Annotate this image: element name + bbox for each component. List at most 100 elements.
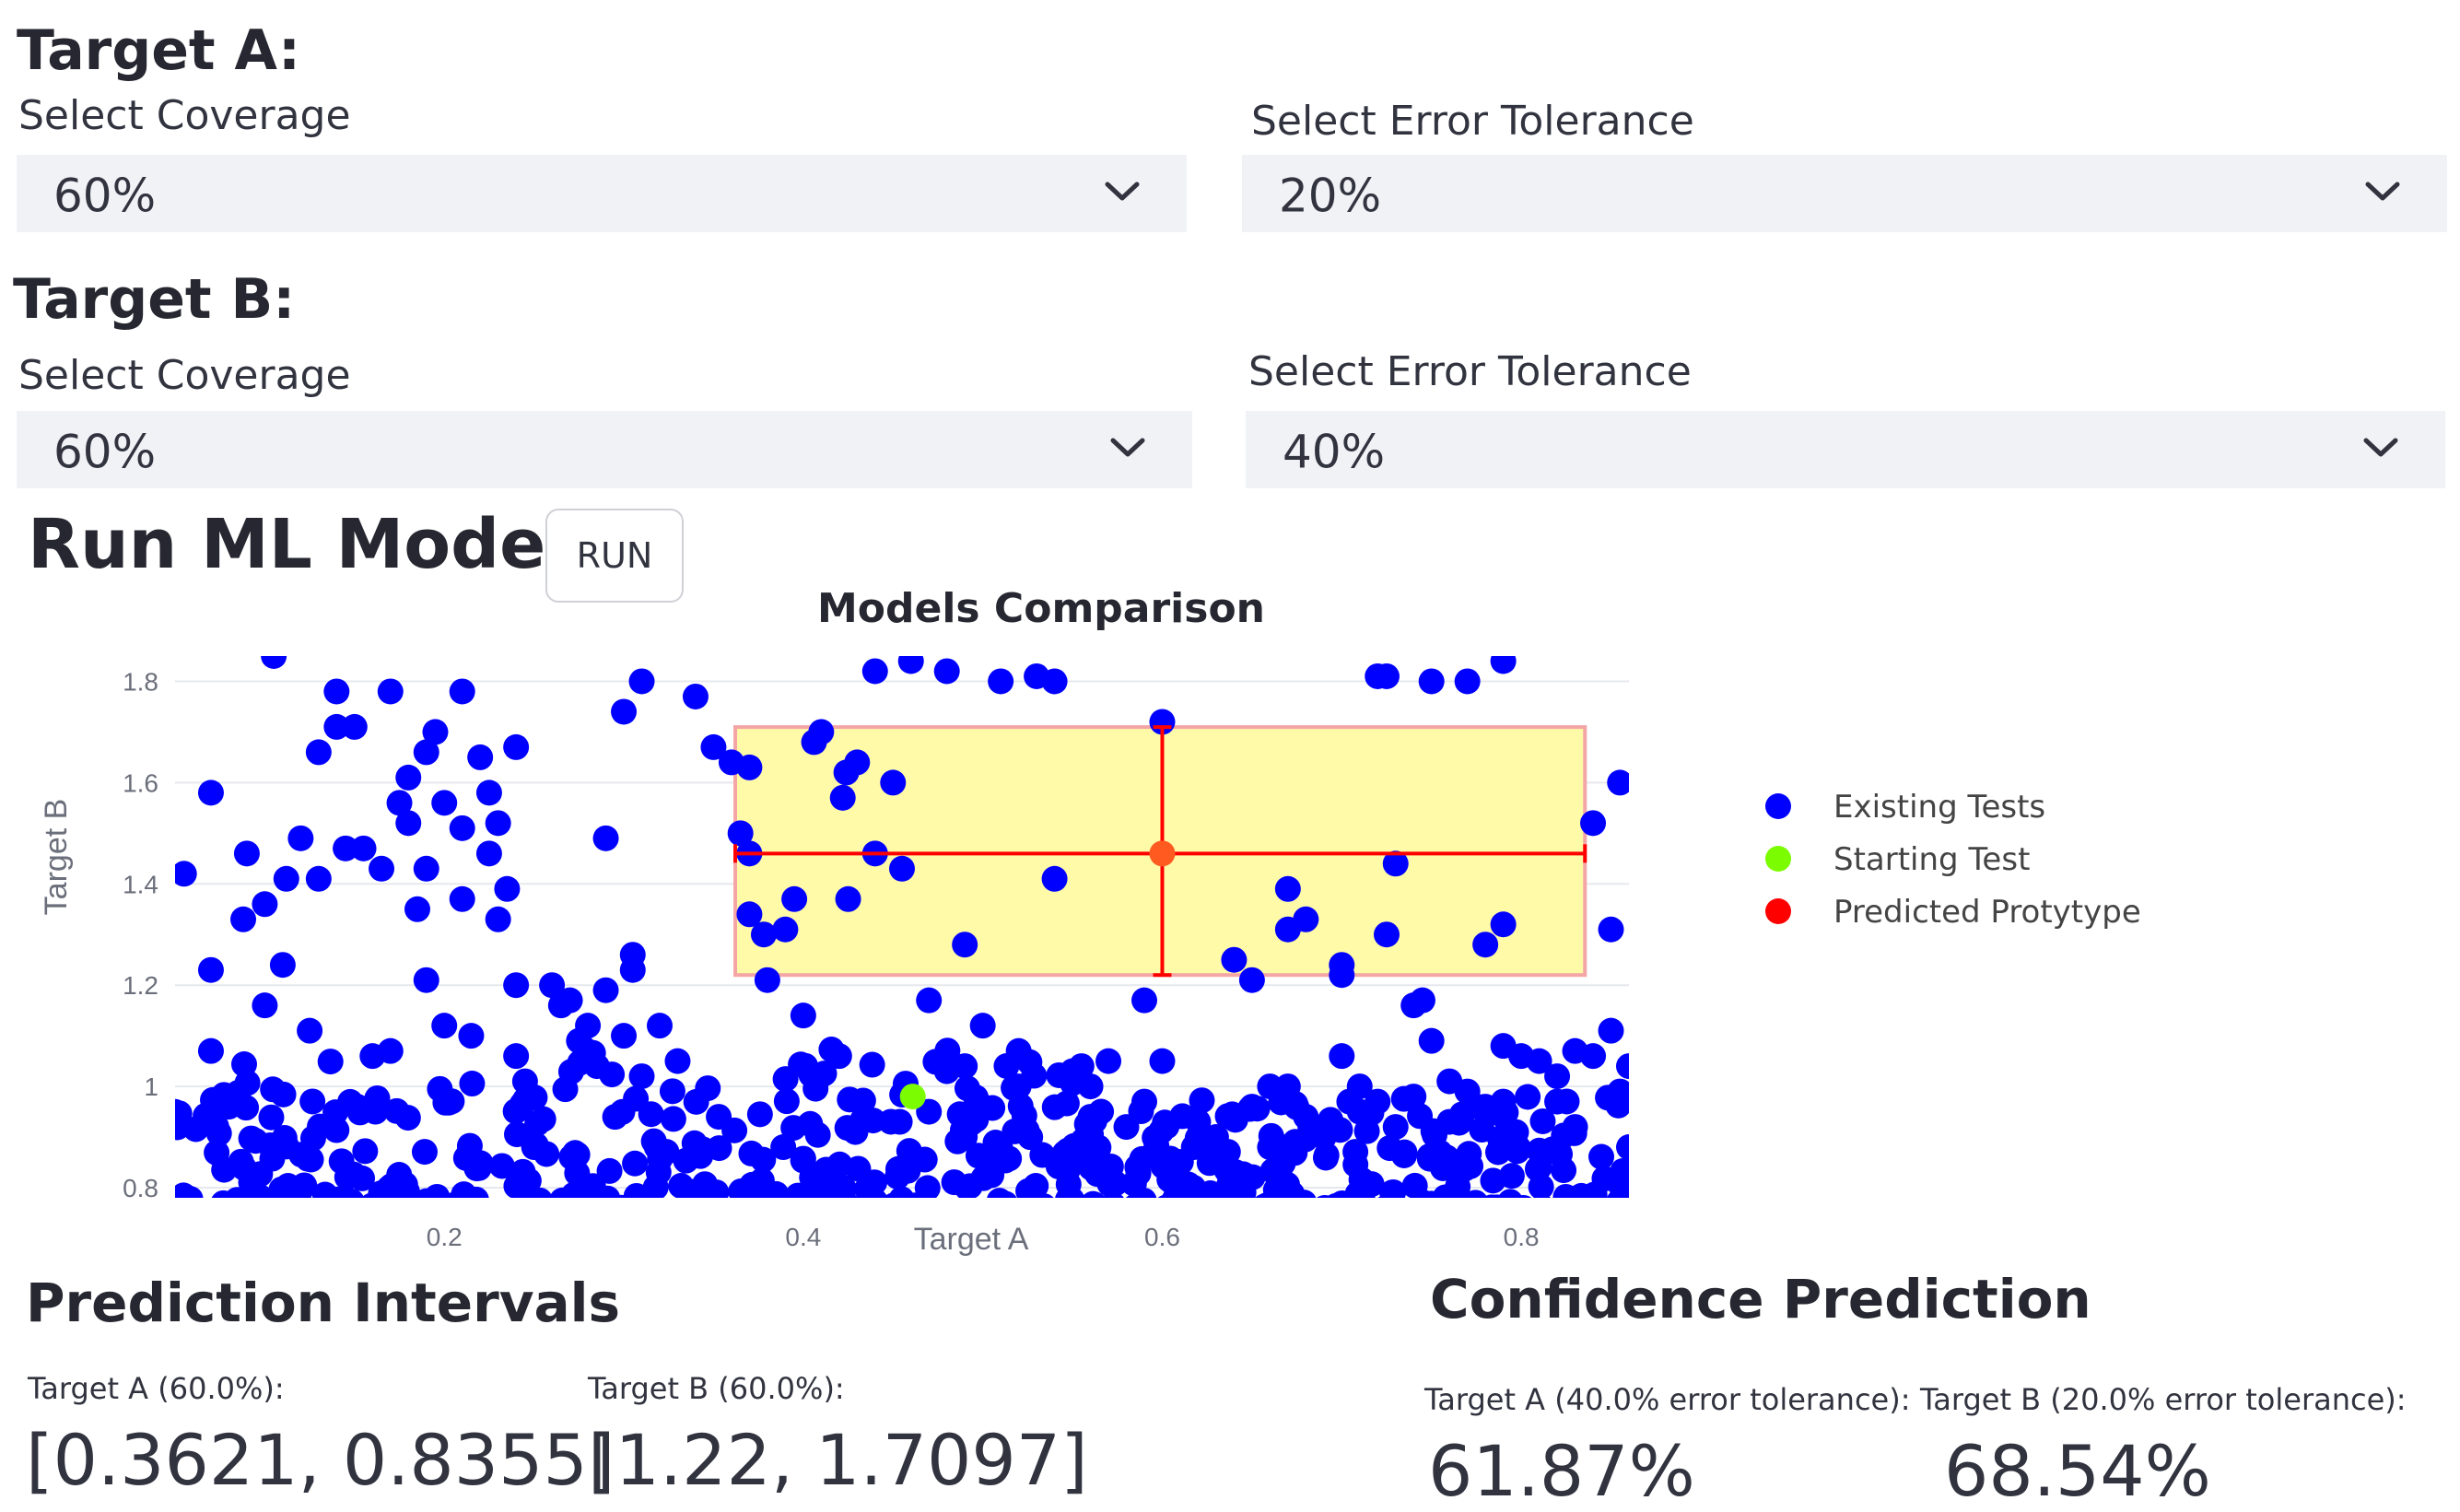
existing-test-point: [988, 668, 1014, 695]
existing-test-point: [422, 719, 449, 745]
existing-test-point: [1497, 1189, 1523, 1198]
existing-test-point: [287, 825, 314, 851]
existing-test-point: [1185, 1108, 1212, 1135]
existing-test-point: [860, 1108, 886, 1134]
existing-test-point: [1113, 1114, 1140, 1141]
existing-test-point: [1310, 1124, 1337, 1151]
existing-test-point: [622, 1150, 649, 1177]
existing-test-point: [1528, 1174, 1554, 1198]
existing-test-point: [826, 1043, 852, 1070]
existing-test-point: [790, 1147, 816, 1174]
existing-test-point: [1607, 769, 1629, 796]
existing-test-point: [1533, 1194, 1552, 1198]
existing-test-point: [454, 1194, 472, 1198]
x-axis-title: Target A: [914, 1222, 1029, 1257]
existing-test-point: [377, 1037, 404, 1064]
target-a-coverage-select[interactable]: 60%: [17, 155, 1187, 232]
existing-test-point: [736, 901, 763, 928]
existing-test-point: [1498, 1163, 1525, 1190]
existing-test-point: [1526, 1048, 1552, 1074]
existing-test-point: [197, 1037, 224, 1064]
existing-test-point: [564, 1142, 591, 1168]
existing-test-point: [1562, 1114, 1588, 1141]
existing-test-point: [767, 1193, 786, 1198]
existing-test-point: [503, 1043, 530, 1070]
existing-test-point: [916, 1098, 943, 1125]
existing-test-point: [1407, 1103, 1434, 1130]
legend-label: Existing Tests: [1833, 789, 2045, 826]
existing-test-point: [1023, 1173, 1049, 1198]
existing-test-point: [1131, 1088, 1157, 1115]
existing-test-point: [277, 1194, 294, 1198]
existing-test-point: [1463, 1190, 1488, 1198]
existing-test-point: [804, 1121, 831, 1148]
existing-test-point: [770, 1134, 797, 1161]
existing-test-point: [404, 896, 430, 922]
confidence-b-value: 68.54%: [1944, 1430, 2211, 1512]
existing-test-point: [1515, 1084, 1541, 1110]
existing-test-point: [337, 1088, 364, 1115]
existing-test-point: [1365, 1088, 1391, 1115]
existing-test-point: [431, 1013, 458, 1039]
existing-test-point: [1575, 1190, 1599, 1198]
target-a-tolerance-label: Select Error Tolerance: [1251, 98, 1694, 145]
existing-test-point: [681, 1130, 708, 1156]
existing-test-point: [559, 1191, 582, 1198]
existing-test-point: [1005, 1037, 1032, 1064]
existing-test-point: [252, 992, 278, 1019]
run-button[interactable]: RUN: [545, 509, 684, 603]
existing-test-point: [1607, 1078, 1629, 1105]
existing-test-point: [1544, 1063, 1571, 1090]
existing-test-point: [1267, 1155, 1294, 1182]
existing-test-point: [488, 1153, 515, 1179]
existing-test-point: [246, 1194, 264, 1198]
target-a-tolerance-select[interactable]: 20%: [1242, 155, 2447, 232]
existing-test-point: [1580, 1043, 1607, 1070]
existing-test-point: [386, 790, 413, 816]
existing-test-point: [1157, 1194, 1176, 1198]
x-tick-label: 0.2: [427, 1223, 463, 1251]
existing-test-point: [602, 1104, 628, 1131]
existing-test-point: [1325, 1194, 1341, 1198]
existing-test-point: [628, 668, 655, 695]
existing-test-point: [297, 1017, 323, 1044]
existing-test-point: [969, 1013, 996, 1039]
existing-test-point: [1588, 1143, 1615, 1170]
existing-test-point: [1472, 932, 1499, 958]
existing-test-point: [341, 713, 368, 740]
existing-test-point: [1382, 850, 1409, 877]
existing-test-point: [781, 885, 808, 912]
existing-test-point: [475, 840, 502, 867]
target-b-coverage-select[interactable]: 60%: [17, 411, 1192, 488]
existing-test-point: [746, 1101, 773, 1128]
existing-test-point: [1149, 1048, 1176, 1074]
target-a-tolerance-value: 20%: [1279, 169, 1382, 223]
existing-test-point: [450, 1186, 476, 1198]
prediction-intervals-heading: Prediction Intervals: [26, 1272, 621, 1334]
existing-test-point: [1487, 1194, 1505, 1198]
existing-test-point: [727, 820, 754, 847]
existing-test-point: [521, 1134, 547, 1161]
existing-test-point: [914, 1175, 941, 1198]
existing-test-point: [844, 1194, 861, 1198]
existing-test-point: [1400, 1084, 1427, 1110]
existing-test-point: [859, 1051, 885, 1078]
existing-test-point: [361, 1192, 382, 1198]
chevron-down-icon: [1109, 437, 1146, 463]
existing-test-point: [512, 1086, 539, 1113]
existing-test-point: [1616, 1053, 1629, 1080]
existing-test-point: [1293, 1104, 1319, 1131]
existing-test-point: [954, 1075, 980, 1102]
existing-test-point: [911, 1146, 938, 1173]
existing-test-point: [431, 790, 458, 816]
existing-test-point: [333, 835, 359, 861]
existing-test-point: [323, 713, 350, 740]
existing-test-point: [485, 906, 511, 932]
existing-test-point: [517, 1186, 544, 1198]
target-b-tolerance-select[interactable]: 40%: [1246, 411, 2445, 488]
existing-test-point: [695, 1075, 721, 1102]
existing-test-point: [1317, 1194, 1333, 1198]
existing-test-point: [1181, 1194, 1199, 1198]
existing-test-point: [378, 1173, 404, 1198]
interval-a-label: Target A (60.0%):: [28, 1371, 285, 1406]
